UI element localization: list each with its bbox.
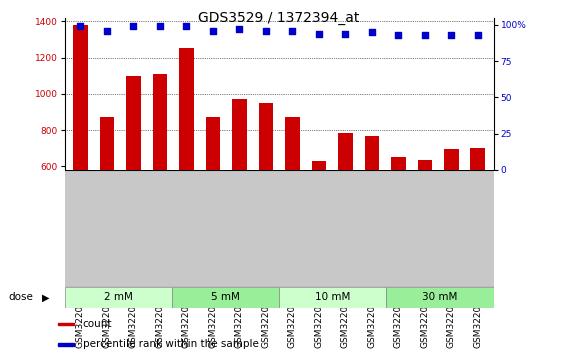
Text: count: count (82, 319, 112, 329)
Text: dose: dose (8, 292, 33, 302)
Point (420, 32, 429, 38)
Text: ▶: ▶ (42, 292, 49, 302)
Point (129, 24, 138, 29)
Bar (153, 74, 167, 170)
Bar (285, 118, 300, 170)
Point (341, 31, 350, 36)
Point (394, 32, 403, 38)
Bar (259, 103, 273, 170)
Text: percentile rank within the sample: percentile rank within the sample (82, 339, 259, 349)
Bar (100, 118, 114, 170)
Text: GDS3529 / 1372394_at: GDS3529 / 1372394_at (199, 11, 360, 25)
Bar (417, 160, 432, 170)
Point (182, 24, 191, 29)
Bar (58, 323, 73, 325)
Text: 2 mM: 2 mM (104, 292, 132, 302)
Bar (311, 161, 326, 170)
Bar (391, 157, 406, 170)
Bar (387, 287, 494, 308)
Point (447, 32, 456, 38)
Bar (444, 149, 458, 170)
Point (288, 28, 297, 34)
Point (473, 32, 482, 38)
Point (367, 29, 376, 35)
Point (155, 24, 164, 29)
Point (314, 31, 323, 36)
Bar (365, 136, 379, 170)
Bar (65, 287, 172, 308)
Bar (126, 76, 141, 170)
Bar (279, 287, 387, 308)
Bar (58, 343, 73, 346)
Bar (338, 133, 353, 170)
Text: 5 mM: 5 mM (211, 292, 240, 302)
Bar (73, 25, 88, 170)
Point (261, 28, 270, 34)
Text: 30 mM: 30 mM (422, 292, 458, 302)
Bar (179, 47, 194, 170)
Point (76, 24, 85, 29)
Bar (471, 148, 485, 170)
Point (208, 28, 217, 34)
Bar (232, 99, 247, 170)
Bar (205, 118, 220, 170)
Bar (172, 287, 279, 308)
Point (103, 28, 112, 34)
Text: 10 mM: 10 mM (315, 292, 351, 302)
Point (235, 27, 244, 32)
